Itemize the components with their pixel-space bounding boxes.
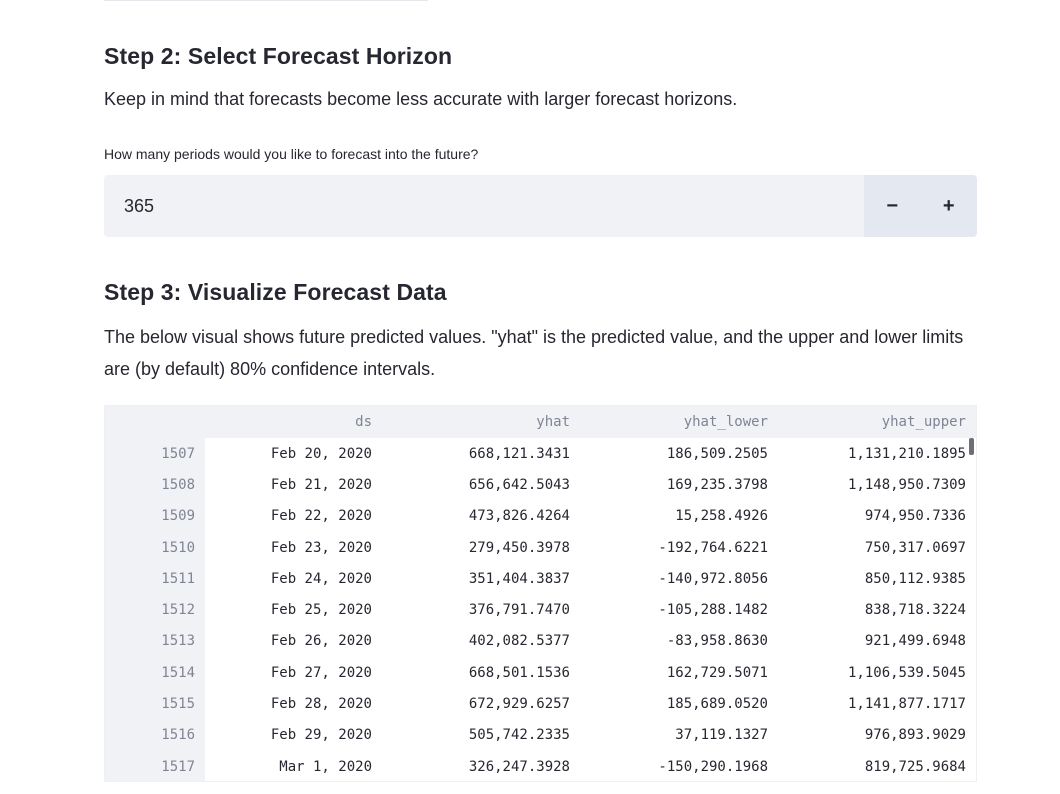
cell-yhat-lower[interactable]: 37,119.1327 [675,727,768,744]
row-index[interactable]: 1510 [161,539,195,556]
cell-yhat[interactable]: 326,247.3928 [468,758,570,775]
cell-yhat-upper[interactable]: 838,718.3224 [864,602,966,619]
cell-yhat-upper[interactable]: 850,112.9385 [864,570,966,587]
cell-yhat[interactable]: 402,082.5377 [468,633,570,650]
step2-description: Keep in mind that forecasts become less … [104,89,738,109]
cell-ds[interactable]: Feb 27, 2020 [270,664,372,681]
step3-description: The below visual shows future predicted … [104,327,964,379]
cell-ds[interactable]: Feb 29, 2020 [270,727,372,744]
cell-yhat[interactable]: 672,929.6257 [468,696,570,713]
cell-ds[interactable]: Feb 26, 2020 [270,633,372,650]
top-divider [104,0,428,1]
table-row[interactable]: 1508 Feb 21, 2020 656,642.5043 169,235.3798… [105,469,976,500]
cell-yhat[interactable]: 668,501.1536 [468,664,570,681]
index-column-background [105,438,205,781]
ds-header[interactable]: ds [355,414,372,430]
cell-ds[interactable]: Feb 20, 2020 [270,445,372,462]
cell-yhat-lower[interactable]: 169,235.3798 [666,476,768,493]
row-index[interactable]: 1513 [161,633,195,650]
stepper-buttons: − + [864,175,977,237]
cell-yhat-upper[interactable]: 976,893.9029 [864,727,966,744]
cell-yhat-upper[interactable]: 819,725.9684 [864,758,966,775]
cell-yhat-lower[interactable]: 185,689.0520 [666,696,768,713]
step2-heading: Step 2: Select Forecast Horizon [104,43,453,69]
cell-yhat-upper[interactable]: 921,499.6948 [864,633,966,650]
cell-ds[interactable]: Feb 22, 2020 [270,508,372,525]
increment-button[interactable]: + [942,194,955,217]
row-index[interactable]: 1512 [161,602,195,619]
cell-yhat-lower[interactable]: -105,288.1482 [658,602,768,619]
table-row[interactable]: 1517 Mar 1, 2020 326,247.3928 -150,290.1968… [105,751,976,781]
cell-yhat[interactable]: 656,642.5043 [468,476,570,493]
cell-yhat-lower[interactable]: -140,972.8056 [658,570,768,587]
cell-ds[interactable]: Feb 28, 2020 [270,696,372,713]
row-index[interactable]: 1514 [161,664,195,681]
cell-ds[interactable]: Feb 21, 2020 [270,476,372,493]
table-row[interactable]: 1515 Feb 28, 2020 672,929.6257 185,689.0520… [105,688,976,719]
cell-ds[interactable]: Feb 23, 2020 [270,539,372,556]
table-row[interactable]: 1513 Feb 26, 2020 402,082.5377 -83,958.8630… [105,626,976,657]
yhat-lower-header[interactable]: yhat_lower [683,414,768,430]
row-index[interactable]: 1507 [161,445,195,462]
cell-yhat-upper[interactable]: 974,950.7336 [864,508,966,525]
table-row[interactable]: 1507 Feb 20, 2020 668,121.3431 186,509.2505… [105,438,976,469]
cell-yhat[interactable]: 668,121.3431 [468,445,570,462]
table-row[interactable]: 1510 Feb 23, 2020 279,450.3978 -192,764.622… [105,532,976,563]
periods-number-input[interactable]: 365 − + [104,175,977,237]
table-row[interactable]: 1509 Feb 22, 2020 473,826.4264 15,258.4926 9… [105,501,976,532]
cell-yhat-lower[interactable]: 186,509.2505 [666,445,768,462]
table-row[interactable]: 1512 Feb 25, 2020 376,791.7470 -105,288.148… [105,594,976,625]
cell-yhat[interactable]: 473,826.4264 [468,508,570,525]
cell-yhat[interactable]: 351,404.3837 [468,570,570,587]
periods-input-label: How many periods would you like to forec… [104,146,479,162]
row-index[interactable]: 1517 [161,758,195,775]
cell-yhat-upper[interactable]: 750,317.0697 [864,539,966,556]
table-scrollbar[interactable] [969,438,974,455]
cell-yhat-lower[interactable]: -83,958.8630 [666,633,768,650]
row-index[interactable]: 1509 [161,508,195,525]
cell-yhat[interactable]: 505,742.2335 [468,727,570,744]
table-header-row: ds yhat yhat_lower yhat_upper [105,406,976,438]
cell-yhat[interactable]: 279,450.3978 [468,539,570,556]
table-row[interactable]: 1511 Feb 24, 2020 351,404.3837 -140,972.805… [105,563,976,594]
forecast-dataframe[interactable]: ds yhat yhat_lower yhat_upper 1507 Feb 20, 20… [104,405,977,782]
row-index[interactable]: 1508 [161,476,195,493]
yhat-header[interactable]: yhat [536,414,570,430]
cell-yhat-lower[interactable]: -150,290.1968 [658,758,768,775]
cell-yhat-upper[interactable]: 1,131,210.1895 [847,445,966,462]
row-index[interactable]: 1511 [161,570,195,587]
cell-yhat-upper[interactable]: 1,141,877.1717 [847,696,966,713]
cell-yhat-upper[interactable]: 1,148,950.7309 [847,476,966,493]
cell-ds[interactable]: Mar 1, 2020 [279,758,372,775]
cell-ds[interactable]: Feb 24, 2020 [270,570,372,587]
periods-input-value[interactable]: 365 [124,195,155,216]
cell-yhat-lower[interactable]: 162,729.5071 [666,664,768,681]
cell-yhat-lower[interactable]: 15,258.4926 [675,508,768,525]
yhat-upper-header[interactable]: yhat_upper [881,414,966,430]
cell-yhat-upper[interactable]: 1,106,539.5045 [847,664,966,681]
cell-yhat[interactable]: 376,791.7470 [468,602,570,619]
step3-heading: Step 3: Visualize Forecast Data [104,279,447,305]
table-row[interactable]: 1516 Feb 29, 2020 505,742.2335 37,119.1327 9… [105,720,976,751]
cell-ds[interactable]: Feb 25, 2020 [270,602,372,619]
cell-yhat-lower[interactable]: -192,764.6221 [658,539,768,556]
dataframe-rows: ds yhat yhat_lower yhat_upper 1507 Feb 20, 20… [105,406,976,781]
table-row[interactable]: 1514 Feb 27, 2020 668,501.1536 162,729.5071… [105,657,976,688]
row-index[interactable]: 1515 [161,696,195,713]
decrement-button[interactable]: − [886,194,899,217]
row-index[interactable]: 1516 [161,727,195,744]
